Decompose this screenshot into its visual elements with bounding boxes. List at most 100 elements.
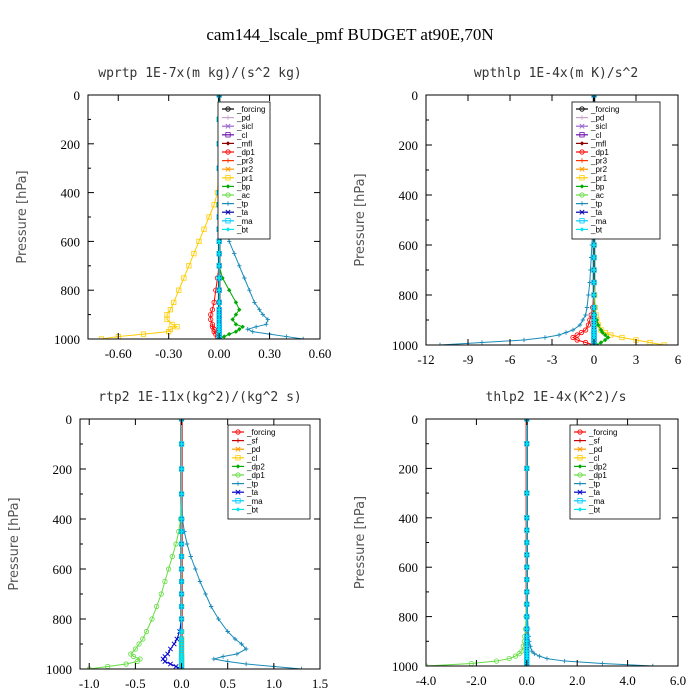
series-point-bt: [591, 280, 597, 285]
series-point-bp: [233, 329, 239, 334]
legend-marker: [235, 507, 241, 512]
panel-title: wprtp 1E-7x(m kg)/(s^2 kg): [98, 66, 302, 81]
series-point-bp: [240, 324, 245, 329]
series-point-tp: [580, 317, 585, 323]
series-point-tp: [232, 251, 237, 256]
series-point-tp: [300, 336, 306, 339]
y-tick-label: 800: [61, 283, 81, 298]
y-tick-label: 800: [53, 612, 73, 627]
legend-label: _ta: [246, 488, 259, 497]
legend: _forcing_sf_pd_cl_dp2_dp1_tp_ta_ma_bt: [569, 424, 661, 520]
series-point-bt: [524, 653, 529, 659]
x-tick-label: -6: [505, 352, 516, 367]
series-point-dp1: [154, 603, 160, 610]
series-point-bt: [179, 591, 184, 597]
legend-label: _cl: [236, 131, 247, 140]
y-tick-label: 200: [399, 461, 419, 476]
series-point-dp1: [173, 541, 179, 547]
y-tick-label: 400: [399, 188, 419, 203]
series-point-pr1: [196, 238, 202, 244]
series-point-tp: [220, 654, 226, 659]
series-point-bt: [179, 616, 184, 622]
legend-label: _pr1: [236, 174, 254, 183]
series-point-pr1: [164, 311, 170, 318]
legend-label: _cl: [246, 454, 257, 463]
x-tick-label: -4.0: [416, 673, 437, 688]
legend-marker: [579, 106, 585, 112]
series-point-bt: [216, 263, 222, 268]
series-point-bt: [524, 602, 529, 607]
series-point-ta: [160, 656, 166, 662]
series-point-bp: [600, 330, 605, 335]
series-point-dp1: [140, 636, 146, 642]
legend-label: _pr3: [590, 157, 608, 166]
legend-marker: [577, 498, 583, 504]
series-point-tp: [299, 666, 304, 669]
x-tick-label: -0.5: [125, 676, 146, 691]
legend-marker: [579, 209, 585, 215]
series-point-dp1: [149, 616, 155, 622]
series-point-dp1: [512, 653, 519, 659]
series-group: [86, 419, 304, 669]
legend-marker: [225, 141, 231, 146]
panel-1: wprtp 1E-7x(m kg)/(s^2 kg) Pressure [hPa]…: [15, 66, 331, 361]
series-point-bt: [591, 327, 597, 333]
series-point-bp: [233, 322, 239, 327]
series-point-ta: [179, 666, 185, 669]
series-point-bt: [216, 322, 222, 327]
series-point-pr1: [164, 316, 170, 323]
legend-marker: [225, 149, 231, 155]
legend-marker: [225, 209, 231, 215]
series-point-bt: [179, 604, 184, 609]
legend-label: _tp: [588, 480, 601, 489]
series-point-tp: [437, 342, 443, 345]
legend-marker: [235, 455, 241, 461]
series-point-bt: [524, 626, 529, 632]
series-point-bp: [227, 288, 232, 293]
panel-2: wpthlp 1E-4x(m K)/s^2 Pressure [hPa] 0 200 4…: [353, 66, 682, 367]
legend-marker: [235, 446, 241, 452]
legend-marker: [235, 481, 241, 486]
series-point-ta: [524, 419, 530, 422]
legend-marker: [235, 498, 241, 504]
series-point-tp: [584, 305, 590, 310]
legend-label: _pr1: [590, 174, 608, 183]
legend-marker: [577, 429, 583, 435]
series-point-bt: [524, 490, 529, 496]
legend-label: _pd: [588, 445, 602, 454]
series-point-tp: [600, 661, 605, 666]
legend-marker: [577, 446, 583, 452]
series-point-bp: [230, 317, 235, 322]
series-point-ta: [591, 342, 597, 345]
series-point-tp: [532, 651, 537, 656]
panel-3: rtp2 1E-11x(kg^2)/(kg^2 s) Pressure [hPa]…: [7, 390, 328, 691]
legend-marker: [577, 438, 583, 443]
legend-label: _bt: [236, 225, 249, 234]
series-point-bt: [216, 251, 222, 256]
legend-marker: [225, 227, 231, 232]
series-point-bp: [594, 317, 599, 323]
series-point-tp: [544, 656, 550, 661]
legend: _forcing_pd_sicl_cl_mfl_dp1_pr3_pr2_pr1_…: [571, 101, 661, 240]
series-point-tp: [542, 335, 548, 340]
legend: _forcing_pd_sicl_cl_mfl_dp1_pr3_pr2_pr1_…: [217, 101, 271, 240]
legend-label: _cl: [590, 131, 601, 140]
series-point-tp: [225, 659, 230, 664]
series-point-tp: [529, 648, 535, 654]
y-tick-label: 0: [74, 88, 81, 103]
series-point-tp: [577, 322, 583, 328]
legend-marker: [225, 115, 231, 120]
series-point-tp: [234, 651, 240, 657]
legend-marker: [577, 507, 583, 512]
series-point-bt: [591, 335, 597, 340]
legend-label: _sf: [246, 437, 258, 446]
legend-label: _bp: [236, 182, 251, 191]
x-tick-label: 0.30: [258, 346, 281, 361]
series-point-tp: [245, 327, 250, 332]
series-point-bt: [591, 292, 597, 298]
legend-label: _bt: [588, 505, 601, 514]
legend-label: _tp: [246, 480, 259, 489]
legend-label: _ma: [236, 217, 253, 226]
series-point-dp1: [162, 578, 168, 585]
